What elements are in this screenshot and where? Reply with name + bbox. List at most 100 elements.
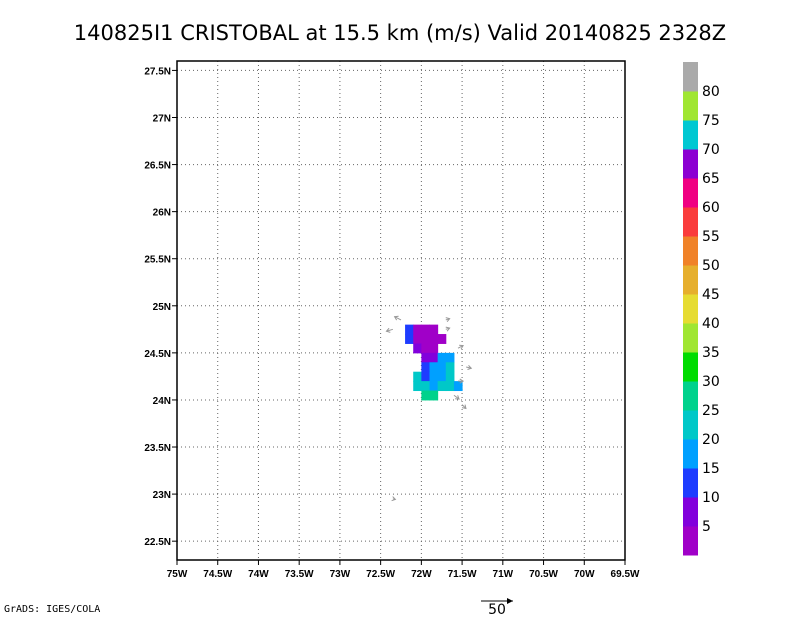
wind-cell <box>421 343 431 354</box>
x-tick-label: 70W <box>574 569 595 580</box>
wind-cell <box>421 352 431 363</box>
colorbar-segment <box>683 352 698 382</box>
wind-cell <box>421 334 431 344</box>
wind-vector <box>458 378 465 384</box>
colorbar-segment <box>683 178 698 208</box>
colorbar-segment <box>683 294 698 324</box>
y-tick-label: 26N <box>153 208 171 219</box>
wind-cell <box>413 324 422 335</box>
wind-cell <box>413 371 422 382</box>
colorbar-segment <box>683 468 698 498</box>
colorbar-label: 60 <box>702 200 720 216</box>
x-tick-label: 74W <box>248 569 269 580</box>
colorbar-segment <box>683 323 698 353</box>
y-tick-label: 26.5N <box>144 161 171 172</box>
wind-cell <box>453 381 463 392</box>
y-axis-ticks: 27.5N 27N 26.5N 26N 25.5N 25N 24.5N 24N 23.5N 23N… <box>144 66 177 548</box>
wind-cell <box>421 362 431 373</box>
wind-cell <box>421 324 431 335</box>
wind-speed-cells <box>405 324 463 401</box>
wind-cell <box>429 334 439 344</box>
colorbar-segment <box>683 149 698 179</box>
y-tick-label: 27.5N <box>144 66 171 77</box>
colorbar-segment <box>683 497 698 527</box>
wind-cell <box>413 343 422 354</box>
x-tick-label: 71.5W <box>448 569 477 580</box>
wind-cell <box>413 334 422 344</box>
wind-vector <box>445 326 451 332</box>
wind-cell <box>429 343 439 354</box>
colorbar-label: 25 <box>702 403 720 419</box>
y-tick-label: 27N <box>153 113 171 124</box>
colorbar: 5 10 15 20 25 30 35 40 45 50 55 60 65 70 75 80 <box>683 62 720 556</box>
y-tick-label: 24N <box>153 396 171 407</box>
y-tick-label: 25.5N <box>144 255 171 266</box>
plot-frame <box>176 60 626 561</box>
wind-vector <box>393 315 402 321</box>
colorbar-segment <box>683 236 698 266</box>
colorbar-segment <box>683 62 698 92</box>
wind-cell <box>429 381 439 392</box>
x-tick-label: 73.5W <box>285 569 314 580</box>
wind-cell <box>429 324 439 335</box>
y-tick-label: 22.5N <box>144 537 171 548</box>
colorbar-label: 30 <box>702 374 720 390</box>
wind-cell <box>413 381 422 392</box>
y-tick-label: 24.5N <box>144 349 171 360</box>
wind-vectors <box>385 315 473 502</box>
x-tick-label: 72W <box>411 569 432 580</box>
wind-cell <box>437 381 447 392</box>
wind-cell <box>437 371 447 382</box>
vector-scale-label: 50 <box>488 602 506 618</box>
colorbar-segment <box>683 207 698 237</box>
wind-cell <box>429 371 439 382</box>
colorbar-label: 5 <box>702 519 711 535</box>
x-tick-label: 72.5W <box>366 569 395 580</box>
wind-cell <box>421 381 431 392</box>
wind-vector <box>453 394 460 400</box>
x-axis-ticks: 75W 74.5W 74W 73.5W 73W 72.5W 72W 71.5W 71W 70.5W… <box>167 560 640 580</box>
x-tick-label: 69.5W <box>611 569 640 580</box>
map-grid <box>176 61 626 560</box>
footer-credit: GrADS: IGES/COLA <box>4 604 100 615</box>
colorbar-segment <box>683 265 698 295</box>
colorbar-label: 50 <box>702 258 720 274</box>
y-tick-label: 23N <box>153 490 171 501</box>
chart-title: 140825I1 CRISTOBAL at 15.5 km (m/s) Vali… <box>74 21 726 45</box>
colorbar-label: 15 <box>702 461 720 477</box>
x-tick-label: 70.5W <box>529 569 558 580</box>
wind-cell <box>445 362 455 373</box>
wind-cell <box>429 362 439 373</box>
wind-vector <box>445 317 451 323</box>
x-tick-label: 75W <box>167 569 188 580</box>
colorbar-label: 70 <box>702 142 720 158</box>
wind-cell <box>445 371 455 382</box>
colorbar-segment <box>683 120 698 150</box>
wind-cell <box>421 371 431 382</box>
x-tick-label: 73W <box>330 569 351 580</box>
wind-cell <box>437 362 447 373</box>
colorbar-label: 45 <box>702 287 720 303</box>
colorbar-label: 55 <box>702 229 720 245</box>
colorbar-label: 65 <box>702 171 720 187</box>
wind-cell <box>421 390 431 401</box>
wind-vector <box>457 344 464 350</box>
vector-scale-arrowhead <box>507 598 513 604</box>
colorbar-segment <box>683 381 698 411</box>
colorbar-segment <box>683 526 698 556</box>
y-tick-label: 25N <box>153 302 171 313</box>
wind-cell <box>429 352 439 363</box>
colorbar-label: 75 <box>702 113 720 129</box>
wind-cell <box>445 352 455 363</box>
wind-vector <box>461 404 467 410</box>
colorbar-label: 10 <box>702 490 720 506</box>
colorbar-segment <box>683 410 698 440</box>
wind-vector <box>385 327 393 333</box>
colorbar-label: 80 <box>702 84 720 100</box>
colorbar-label: 35 <box>702 345 720 361</box>
wind-cell <box>437 334 447 344</box>
wind-vector <box>466 365 473 371</box>
x-tick-label: 74.5W <box>203 569 232 580</box>
wind-vector <box>391 496 397 502</box>
